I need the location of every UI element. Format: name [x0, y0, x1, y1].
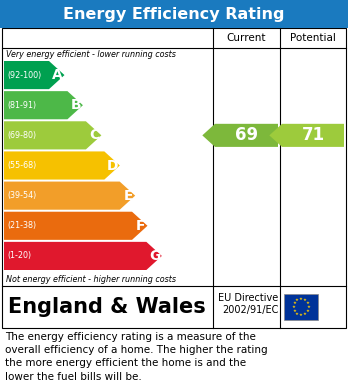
Text: ★: ★ — [303, 312, 307, 316]
Polygon shape — [269, 124, 344, 147]
Text: (69-80): (69-80) — [7, 131, 36, 140]
Text: ★: ★ — [295, 298, 299, 302]
Text: G: G — [149, 249, 160, 263]
Text: ★: ★ — [307, 305, 311, 309]
Bar — [2, 28, 346, 328]
Text: A: A — [52, 68, 63, 82]
Text: The energy efficiency rating is a measure of the
overall efficiency of a home. T: The energy efficiency rating is a measur… — [5, 332, 268, 382]
Text: Energy Efficiency Rating: Energy Efficiency Rating — [63, 7, 285, 22]
Text: F: F — [136, 219, 145, 233]
Text: 71: 71 — [301, 126, 325, 144]
Text: Potential: Potential — [290, 33, 336, 43]
Text: ★: ★ — [299, 297, 303, 301]
Text: Very energy efficient - lower running costs: Very energy efficient - lower running co… — [6, 50, 176, 59]
Text: (55-68): (55-68) — [7, 161, 36, 170]
Text: ★: ★ — [291, 305, 295, 309]
Text: ★: ★ — [295, 312, 299, 316]
Text: (21-38): (21-38) — [7, 221, 36, 230]
Text: E: E — [124, 188, 133, 203]
Bar — [0, 0, 348, 28]
Polygon shape — [4, 181, 135, 210]
Polygon shape — [4, 91, 83, 119]
Text: ★: ★ — [292, 301, 296, 305]
Text: C: C — [89, 128, 100, 142]
Text: ★: ★ — [306, 301, 310, 305]
Polygon shape — [4, 121, 101, 149]
Text: (92-100): (92-100) — [7, 70, 41, 80]
Text: 69: 69 — [235, 126, 258, 144]
Polygon shape — [4, 151, 120, 179]
Polygon shape — [4, 61, 64, 89]
Text: ★: ★ — [303, 298, 307, 302]
Text: ★: ★ — [299, 313, 303, 317]
Text: ★: ★ — [292, 309, 296, 313]
Text: ★: ★ — [306, 309, 310, 313]
Polygon shape — [202, 124, 278, 147]
Text: Current: Current — [227, 33, 266, 43]
Text: England & Wales: England & Wales — [8, 297, 206, 317]
Text: (39-54): (39-54) — [7, 191, 36, 200]
Text: Not energy efficient - higher running costs: Not energy efficient - higher running co… — [6, 274, 176, 283]
Text: D: D — [107, 158, 119, 172]
Polygon shape — [4, 242, 162, 270]
Bar — [284, 294, 318, 320]
Text: (81-91): (81-91) — [7, 101, 36, 110]
Text: EU Directive
2002/91/EC: EU Directive 2002/91/EC — [218, 293, 278, 315]
Polygon shape — [4, 212, 148, 240]
Text: B: B — [71, 98, 81, 112]
Text: (1-20): (1-20) — [7, 251, 31, 260]
